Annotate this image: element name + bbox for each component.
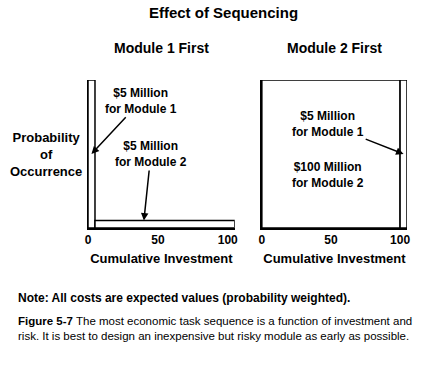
- svg-text:Effect of Sequencing: Effect of Sequencing: [149, 4, 298, 21]
- svg-text:$5 Millionfor Module 1: $5 Millionfor Module 1: [105, 86, 177, 116]
- svg-text:ProbabilityofOccurrence: ProbabilityofOccurrence: [10, 130, 82, 179]
- svg-text:0: 0: [85, 233, 92, 247]
- svg-text:100: 100: [390, 233, 410, 247]
- svg-text:Cumulative Investment: Cumulative Investment: [263, 251, 406, 266]
- html-text:Note: All costs are expected v: Note: All costs are expected values (pro…: [18, 291, 351, 305]
- svg-text:$100 Millionfor Module 2: $100 Millionfor Module 2: [292, 160, 364, 190]
- svg-text:$5 Millionfor Module 1: $5 Millionfor Module 1: [292, 109, 364, 139]
- svg-text:0: 0: [259, 233, 266, 247]
- svg-text:Module 1 First: Module 1 First: [114, 40, 209, 56]
- svg-text:100: 100: [218, 233, 238, 247]
- svg-text:Cumulative Investment: Cumulative Investment: [90, 251, 233, 266]
- svg-text:Module 2 First: Module 2 First: [287, 40, 382, 56]
- svg-text:$5 Millionfor Module 2: $5 Millionfor Module 2: [115, 139, 187, 169]
- svg-text:50: 50: [151, 233, 165, 247]
- svg-text:50: 50: [324, 233, 338, 247]
- html-text:Figure 5-7 The most economic t: Figure 5-7 The most economic task sequen…: [18, 315, 413, 342]
